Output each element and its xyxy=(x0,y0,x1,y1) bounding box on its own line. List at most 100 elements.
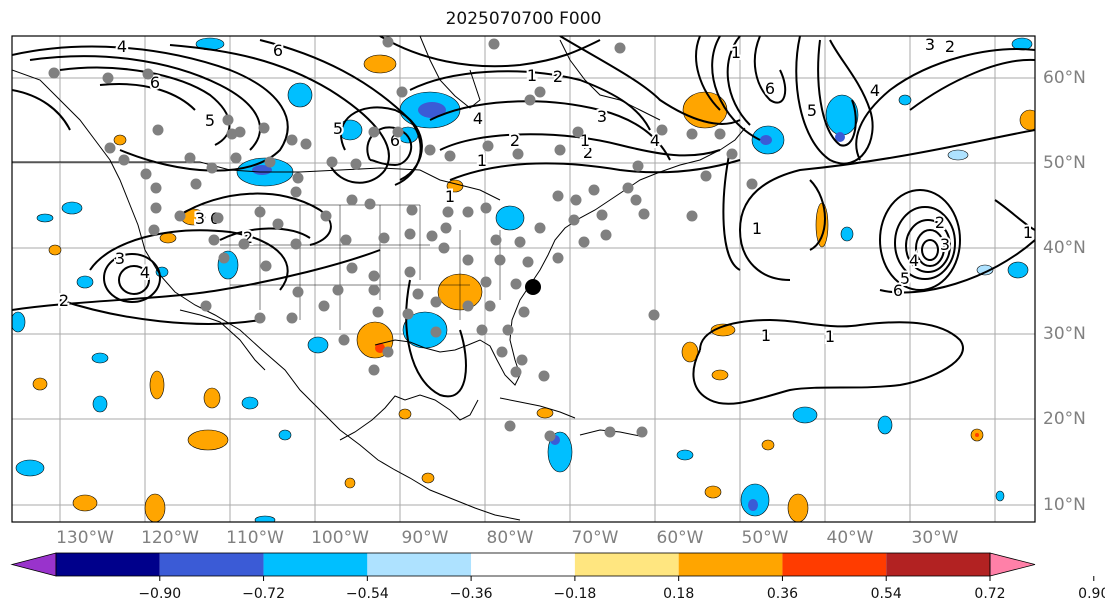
station-dot xyxy=(346,262,358,274)
station-dot xyxy=(292,172,304,184)
station-dot xyxy=(318,300,330,312)
station-dot xyxy=(424,144,436,156)
station-dot xyxy=(514,236,526,248)
contour-label: 2 xyxy=(583,143,593,162)
station-dot xyxy=(292,286,304,298)
station-dot xyxy=(150,182,162,194)
station-dot xyxy=(430,296,442,308)
station-dot xyxy=(568,214,580,226)
station-dot xyxy=(686,210,698,222)
station-dot xyxy=(488,38,500,50)
graticule xyxy=(12,36,1035,522)
contour-label: 1 xyxy=(731,43,741,62)
contour-label: 4 xyxy=(140,263,150,282)
contour-label: 1 xyxy=(527,66,537,85)
longitude-label: 130°W xyxy=(56,528,114,548)
station-dot xyxy=(368,364,380,376)
station-dot xyxy=(350,158,362,170)
contour-label: 1 xyxy=(761,326,771,345)
station-dot xyxy=(538,370,550,382)
station-dot xyxy=(440,222,452,234)
station-dot xyxy=(222,114,234,126)
station-dot xyxy=(552,190,564,202)
station-dot xyxy=(264,156,276,168)
station-dot xyxy=(142,68,154,80)
station-dot xyxy=(332,284,344,296)
station-dot xyxy=(208,234,220,246)
station-dot xyxy=(102,72,114,84)
station-dot xyxy=(290,238,302,250)
station-dot xyxy=(346,194,358,206)
station-dot xyxy=(482,140,494,152)
colorbar-swatch xyxy=(159,553,264,576)
contour-label: 3 xyxy=(195,209,205,228)
longitude-label: 120°W xyxy=(141,528,199,548)
station-dot xyxy=(212,212,224,224)
station-dot xyxy=(378,232,390,244)
station-dot xyxy=(636,426,648,438)
station-dot xyxy=(382,346,394,358)
station-dot xyxy=(462,300,474,312)
station-dot xyxy=(510,366,522,378)
colorbar-tick-label: 0.54 xyxy=(870,586,902,602)
colorbar-extend-max xyxy=(989,552,1036,577)
station-dot xyxy=(238,238,250,250)
contour-label: 5 xyxy=(900,269,910,288)
station-dot xyxy=(578,236,590,248)
station-dot xyxy=(190,178,202,190)
station-dot xyxy=(510,278,522,290)
station-dot xyxy=(290,186,302,198)
station-dot xyxy=(206,162,218,174)
station-dot xyxy=(368,284,380,296)
longitude-label: 40°W xyxy=(826,528,874,548)
station-dot xyxy=(496,346,508,358)
station-dot xyxy=(234,126,246,138)
station-dot xyxy=(326,156,338,168)
station-dot xyxy=(614,42,626,54)
station-dot xyxy=(426,230,438,242)
longitude-label: 90°W xyxy=(401,528,449,548)
station-dot xyxy=(184,152,196,164)
contour-labels: 4665654321264321112345612345611234121 xyxy=(57,33,1035,348)
longitude-label: 100°W xyxy=(311,528,369,548)
map-border xyxy=(11,35,1036,523)
contour-label: 1 xyxy=(477,151,487,170)
station-dot xyxy=(258,122,270,134)
station-dot xyxy=(518,306,530,318)
contour-label: 2 xyxy=(510,131,520,150)
station-dot xyxy=(396,86,408,98)
station-dot xyxy=(726,148,738,160)
station-dot xyxy=(502,324,514,336)
contour-label: 4 xyxy=(650,131,660,150)
station-dot xyxy=(632,160,644,172)
station-dot xyxy=(638,208,650,220)
colorbar-swatch xyxy=(471,553,575,576)
latitude-label: 60°N xyxy=(1043,68,1086,88)
station-dot xyxy=(272,218,284,230)
station-dot xyxy=(604,426,616,438)
colorbar-swatch xyxy=(263,553,368,576)
station-dot xyxy=(490,234,502,246)
station-dot xyxy=(476,324,488,336)
longitude-label: 70°W xyxy=(571,528,619,548)
station-dot xyxy=(552,252,564,264)
station-dot xyxy=(218,252,230,264)
contour-label: 3 xyxy=(115,249,125,268)
station-dot xyxy=(200,300,212,312)
station-dot xyxy=(570,194,582,206)
station-dot xyxy=(368,126,380,138)
colorbar-swatch xyxy=(886,553,990,576)
station-dot xyxy=(494,254,506,266)
station-dot xyxy=(588,184,600,196)
map-frame-bg xyxy=(12,36,1035,522)
station-dot xyxy=(260,260,272,272)
colorbar-swatch xyxy=(367,553,472,576)
contour-label: 1 xyxy=(445,187,455,206)
longitude-label: 50°W xyxy=(741,528,789,548)
station-dot xyxy=(286,134,298,146)
station-dot xyxy=(150,202,162,214)
station-dot xyxy=(300,138,312,150)
longitude-label: 60°W xyxy=(656,528,704,548)
contour-label: 3 xyxy=(597,107,607,126)
station-dot xyxy=(522,256,534,268)
